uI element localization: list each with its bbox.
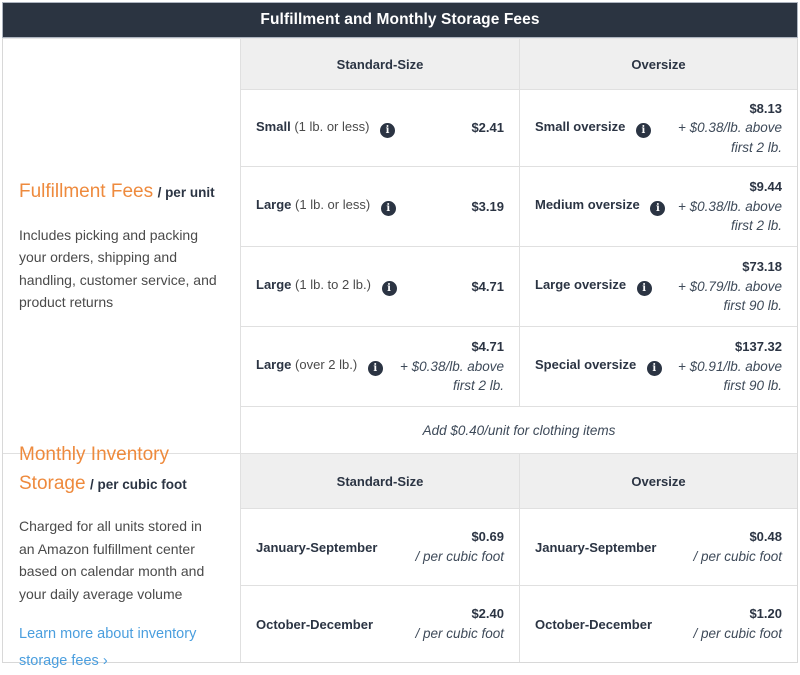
fee-row-label: Small (1 lb. or less) i: [256, 119, 396, 138]
fulfillment-standard-size-header: Standard-Size: [240, 39, 519, 89]
storage-row-label: January-September: [535, 539, 657, 555]
info-icon[interactable]: i: [381, 281, 397, 296]
storage-row-label: October-December: [535, 616, 653, 632]
fee-price-block: $4.71: [471, 277, 504, 297]
monthly-storage-description: Charged for all units stored in an Amazo…: [19, 518, 205, 602]
info-icon[interactable]: i: [380, 201, 396, 216]
fee-price: $8.13: [749, 100, 782, 116]
fee-row-small-oversize: Small oversize i $8.13 + $0.38/lb. above…: [519, 89, 797, 166]
fee-price: $4.71: [471, 278, 504, 294]
monthly-storage-heading: Monthly Inventory Storage / per cubic fo…: [19, 441, 220, 498]
storage-price-note: / per cubic foot: [415, 548, 504, 564]
clothing-surcharge-note: Add $0.40/unit for clothing items: [240, 406, 797, 453]
table-title-bar: Fulfillment and Monthly Storage Fees: [2, 2, 798, 38]
fee-price: $9.44: [749, 179, 782, 195]
storage-price: $1.20: [749, 606, 782, 622]
storage-row-label: January-September: [256, 539, 378, 555]
fee-price-note: + $0.38/lb. above first 2 lb.: [678, 120, 782, 155]
storage-oversize-header: Oversize: [519, 453, 797, 508]
fee-price-block: $2.41: [471, 118, 504, 138]
storage-price: $0.48: [749, 529, 782, 545]
fee-price-block: $3.19: [471, 197, 504, 217]
storage-fees-link[interactable]: Learn more about inventory storage fees …: [19, 625, 197, 669]
info-icon[interactable]: i: [367, 361, 383, 376]
fee-row-label: Large (1 lb. to 2 lb.) i: [256, 277, 397, 296]
fee-row-large3-standard: Large (over 2 lb.) i $4.71 + $0.38/lb. a…: [240, 326, 519, 406]
info-icon[interactable]: i: [380, 122, 396, 138]
storage-row-oct-dec-standard: October-December $2.40 / per cubic foot: [240, 585, 519, 662]
storage-row-jan-sep-standard: January-September $0.69 / per cubic foot: [240, 508, 519, 585]
info-icon[interactable]: i: [650, 201, 666, 216]
storage-standard-size-header: Standard-Size: [240, 453, 519, 508]
fee-row-label: Small oversize i: [535, 119, 651, 138]
fee-row-label: Medium oversize i: [535, 197, 666, 216]
monthly-storage-panel: Monthly Inventory Storage / per cubic fo…: [3, 444, 240, 669]
fee-price: $137.32: [735, 339, 782, 355]
fulfillment-fees-unit: / per unit: [157, 185, 215, 201]
fee-price: $73.18: [742, 259, 782, 275]
fee-row-label: Large oversize i: [535, 277, 652, 296]
fee-row-label: Special oversize i: [535, 357, 662, 376]
fee-price-block: $137.32 + $0.91/lb. above first 90 lb.: [672, 337, 782, 396]
fee-row-small-standard: Small (1 lb. or less) i $2.41: [240, 89, 519, 166]
fulfillment-fees-heading: Fulfillment Fees / per unit: [19, 178, 220, 207]
info-icon[interactable]: i: [646, 361, 662, 376]
fulfillment-fees-title: Fulfillment Fees: [19, 181, 154, 203]
fee-row-large2-standard: Large (1 lb. to 2 lb.) i $4.71: [240, 246, 519, 326]
storage-price: $0.69: [471, 529, 504, 545]
fee-price-block: $9.44 + $0.38/lb. above first 2 lb.: [675, 177, 782, 236]
fee-price: $3.19: [471, 198, 504, 214]
storage-row-oct-dec-oversize: October-December $1.20 / per cubic foot: [519, 585, 797, 662]
storage-price-note: / per cubic foot: [415, 625, 504, 641]
fee-row-label: Large (over 2 lb.) i: [256, 357, 383, 376]
fee-price-note: + $0.79/lb. above first 90 lb.: [678, 278, 782, 314]
storage-price-block: $0.69 / per cubic foot: [415, 527, 504, 566]
storage-row-jan-sep-oversize: January-September $0.48 / per cubic foot: [519, 508, 797, 585]
info-icon[interactable]: i: [636, 281, 652, 296]
storage-price-note: / per cubic foot: [693, 625, 782, 641]
storage-price-block: $2.40 / per cubic foot: [415, 604, 504, 643]
fee-price-block: $4.71 + $0.38/lb. above first 2 lb.: [393, 337, 504, 396]
fee-price: $4.71: [471, 339, 504, 355]
fulfillment-fees-panel: Fulfillment Fees / per unit Includes pic…: [3, 39, 240, 453]
monthly-storage-title: Monthly Inventory Storage: [19, 444, 169, 494]
monthly-storage-unit: / per cubic foot: [90, 476, 187, 492]
storage-row-label: October-December: [256, 616, 374, 632]
storage-price-block: $0.48 / per cubic foot: [693, 527, 782, 566]
fee-row-medium-oversize: Medium oversize i $9.44 + $0.38/lb. abov…: [519, 166, 797, 246]
storage-price: $2.40: [471, 606, 504, 622]
info-icon[interactable]: i: [635, 122, 651, 138]
storage-price-block: $1.20 / per cubic foot: [693, 604, 782, 643]
table-title: Fulfillment and Monthly Storage Fees: [260, 11, 540, 28]
fee-row-large1-standard: Large (1 lb. or less) i $3.19: [240, 166, 519, 246]
fulfillment-fees-description: Includes picking and packing your orders…: [19, 226, 217, 311]
fulfillment-oversize-header: Oversize: [519, 39, 797, 89]
fee-price-block: $73.18 + $0.79/lb. above first 90 lb.: [662, 257, 782, 316]
fee-price-note: + $0.38/lb. above first 2 lb.: [678, 198, 782, 234]
fee-row-large-oversize: Large oversize i $73.18 + $0.79/lb. abov…: [519, 246, 797, 326]
fees-table: Fulfillment Fees / per unit Includes pic…: [2, 38, 798, 669]
fee-price-note: + $0.38/lb. above first 2 lb.: [400, 358, 504, 394]
fee-row-special-oversize: Special oversize i $137.32 + $0.91/lb. a…: [519, 326, 797, 406]
fee-price-note: + $0.91/lb. above first 90 lb.: [678, 358, 782, 394]
fee-row-label: Large (1 lb. or less) i: [256, 197, 396, 216]
storage-price-note: / per cubic foot: [693, 548, 782, 564]
fee-price-block: $8.13 + $0.38/lb. above first 2 lb.: [661, 99, 782, 158]
fee-price: $2.41: [471, 120, 504, 136]
